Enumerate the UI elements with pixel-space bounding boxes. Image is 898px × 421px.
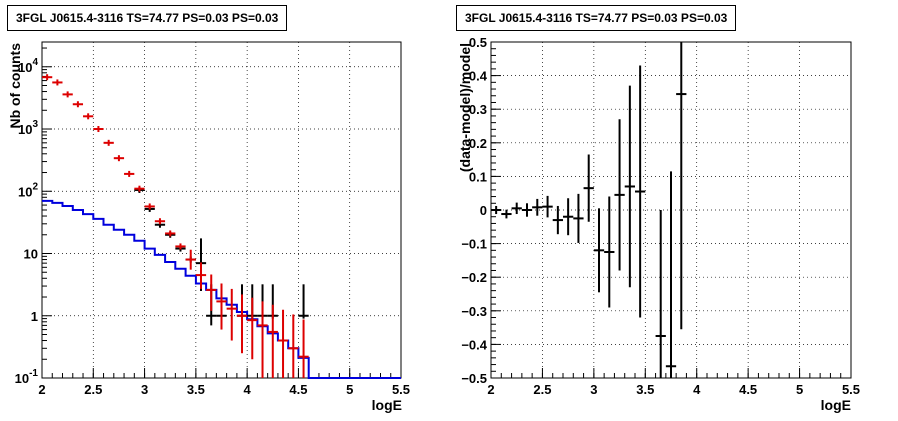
counts-x-tick-label: 5.5 [392,382,410,397]
residual-y-tick-label: −0.4 [461,337,487,352]
residual-y-axis-label: (data-model)/model [457,43,473,172]
counts-x-tick-label: 3.5 [187,382,205,397]
counts-source-model-line [42,199,401,379]
counts-x-axis-label: logE [372,397,402,413]
counts-y-tick-label: 103 [18,119,38,137]
residual-y-tick-label: −0.1 [461,237,487,252]
residual-y-tick-label: 0.3 [469,102,487,117]
residual-x-tick-label: 2.5 [533,382,551,397]
residual-y-tick-label: 0.5 [469,35,487,50]
residual-y-tick-label: −0.2 [461,270,487,285]
residual-y-tick-label: 0.2 [469,136,487,151]
residual-x-tick-label: 4.5 [739,382,757,397]
residual-x-tick-label: 3 [590,382,597,397]
residual-plot-title: 3FGL J0615.4-3116 TS=74.77 PS=0.03 PS=0.… [456,5,737,31]
residual-y-tick-label: −0.3 [461,304,487,319]
residual-y-tick-label: 0 [480,203,487,218]
counts-plot-title: 3FGL J0615.4-3116 TS=74.77 PS=0.03 PS=0.… [7,5,288,31]
counts-y-tick-label: 10-1 [15,368,39,386]
counts-y-tick-label: 102 [18,181,38,199]
residual-y-tick-label: 0.1 [469,169,487,184]
counts-x-tick-label: 4 [244,382,252,397]
counts-y-tick-label: 1 [31,309,38,324]
residual-x-tick-label: 5 [796,382,803,397]
residual-plot: 2 2.5 3 3.5 4 4.5 5 5.5 −0.5 −0.4 −0.3 −0.2 −0.1 0 0.1… [461,35,860,397]
residual-x-tick-label: 3.5 [636,382,654,397]
residual-x-tick-label: 2 [487,382,494,397]
residual-x-tick-label: 4 [693,382,701,397]
counts-x-tick-label: 5 [346,382,353,397]
counts-y-tick-label: 104 [18,57,38,75]
axis-labels: logE Nb of counts logE (data-model)/mode… [7,43,851,413]
residual-x-axis-label: logE [821,397,851,413]
residual-x-tick-label: 5.5 [842,382,860,397]
residual-y-tick-label: −0.5 [461,371,487,386]
counts-y-tick-label: 10 [24,247,38,262]
counts-x-tick-label: 4.5 [289,382,307,397]
counts-x-tick-label: 2.5 [84,382,102,397]
residual-y-tick-label: 0.4 [469,69,488,84]
counts-x-tick-label: 3 [141,382,148,397]
counts-x-tick-label: 2 [38,382,45,397]
counts-plot: 2 2.5 3 3.5 4 4.5 5 5.5 10-1 1 10 102 103 104 [15,41,410,397]
counts-y-axis-label: Nb of counts [7,43,23,129]
